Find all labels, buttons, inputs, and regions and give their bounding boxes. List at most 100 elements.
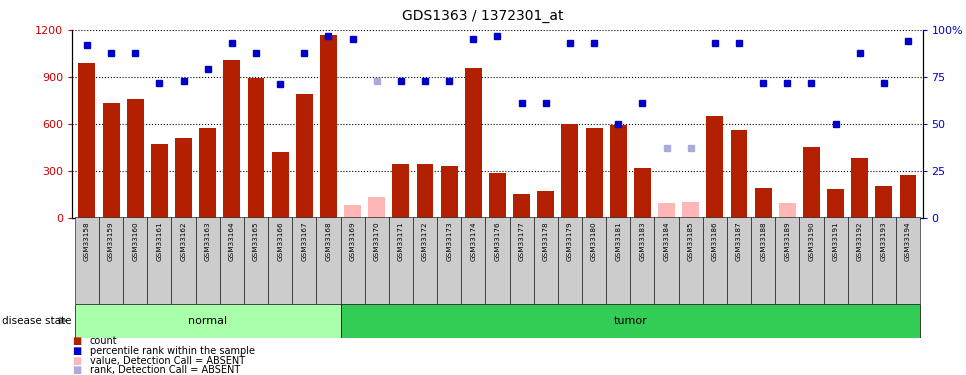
Bar (247, 78, 265, 218)
Bar (102, 104, 120, 218)
Bar (320, 35, 337, 218)
Bar (341, 304, 920, 338)
Bar (199, 128, 216, 217)
Bar (220, 217, 243, 304)
Text: GSM33170: GSM33170 (374, 222, 380, 261)
Bar (658, 203, 675, 217)
Text: GSM33171: GSM33171 (398, 222, 404, 261)
Text: ■: ■ (72, 336, 82, 346)
Bar (341, 217, 365, 304)
Bar (513, 194, 530, 217)
Bar (634, 168, 651, 217)
Text: ■: ■ (72, 356, 82, 366)
Bar (365, 217, 388, 304)
Text: GSM33190: GSM33190 (809, 222, 814, 261)
Text: GSM33183: GSM33183 (639, 222, 645, 261)
Text: rank, Detection Call = ABSENT: rank, Detection Call = ABSENT (90, 366, 241, 375)
Text: GSM33194: GSM33194 (905, 222, 911, 261)
Bar (752, 217, 776, 304)
Text: GSM33158: GSM33158 (84, 222, 90, 261)
Bar (607, 217, 630, 304)
Bar (368, 197, 385, 217)
Text: GSM33180: GSM33180 (591, 222, 597, 261)
Bar (678, 217, 703, 304)
Text: GSM33187: GSM33187 (736, 222, 742, 261)
Text: GSM33165: GSM33165 (253, 222, 259, 261)
Bar (416, 164, 434, 218)
Text: GSM33164: GSM33164 (229, 222, 235, 261)
Bar (75, 304, 341, 338)
Bar (779, 202, 796, 217)
Text: ■: ■ (72, 346, 82, 356)
Bar (533, 217, 557, 304)
Text: GSM33177: GSM33177 (519, 222, 525, 261)
Bar (223, 60, 241, 217)
Text: GSM33185: GSM33185 (688, 222, 694, 261)
Bar (296, 94, 313, 218)
Text: GSM33166: GSM33166 (277, 222, 283, 261)
Text: GSM33179: GSM33179 (567, 222, 573, 261)
Bar (827, 189, 844, 218)
Text: GSM33188: GSM33188 (760, 222, 766, 261)
Bar (706, 116, 724, 218)
Bar (195, 217, 220, 304)
Bar (243, 217, 269, 304)
Bar (465, 68, 482, 218)
Bar (851, 158, 868, 218)
Bar (269, 217, 292, 304)
Bar (392, 164, 410, 218)
Bar (151, 144, 168, 218)
Bar (510, 217, 534, 304)
Bar (899, 176, 917, 217)
Bar (848, 217, 871, 304)
Text: GSM33176: GSM33176 (495, 222, 500, 261)
Text: GSM33160: GSM33160 (132, 222, 138, 261)
Bar (413, 217, 437, 304)
Text: GSM33193: GSM33193 (881, 222, 887, 261)
Bar (775, 217, 799, 304)
Bar (803, 147, 820, 218)
Bar (730, 130, 748, 218)
Text: GSM33163: GSM33163 (205, 222, 211, 261)
Text: GSM33173: GSM33173 (446, 222, 452, 261)
Text: disease state: disease state (2, 316, 71, 326)
Text: tumor: tumor (613, 316, 647, 326)
Text: GSM33186: GSM33186 (712, 222, 718, 261)
Text: GSM33159: GSM33159 (108, 222, 114, 261)
Text: GSM33169: GSM33169 (350, 222, 355, 261)
Text: GSM33181: GSM33181 (615, 222, 621, 261)
Bar (872, 217, 896, 304)
Bar (800, 217, 823, 304)
Bar (75, 217, 99, 304)
Bar (682, 202, 699, 217)
Text: GSM33161: GSM33161 (156, 222, 162, 261)
Bar (344, 205, 361, 218)
Bar (727, 217, 752, 304)
Bar (537, 191, 554, 217)
Text: count: count (90, 336, 118, 346)
Bar (99, 217, 124, 304)
Text: GSM33174: GSM33174 (470, 222, 476, 261)
Text: GSM33172: GSM33172 (422, 222, 428, 261)
Bar (582, 217, 607, 304)
Bar (78, 63, 96, 217)
Bar (489, 173, 506, 217)
Bar (292, 217, 316, 304)
Bar (271, 152, 289, 217)
Bar (317, 217, 341, 304)
Bar (440, 166, 458, 218)
Bar (754, 188, 772, 218)
Text: GSM33184: GSM33184 (664, 222, 669, 261)
Bar (610, 124, 627, 217)
Text: GSM33191: GSM33191 (833, 222, 838, 261)
Bar (147, 217, 172, 304)
Text: percentile rank within the sample: percentile rank within the sample (90, 346, 255, 356)
Bar (127, 99, 144, 218)
Bar (172, 217, 195, 304)
Text: GSM33167: GSM33167 (301, 222, 307, 261)
Text: GSM33162: GSM33162 (181, 222, 186, 261)
Bar (631, 217, 655, 304)
Text: GSM33189: GSM33189 (784, 222, 790, 261)
Bar (558, 217, 582, 304)
Bar (561, 124, 579, 218)
